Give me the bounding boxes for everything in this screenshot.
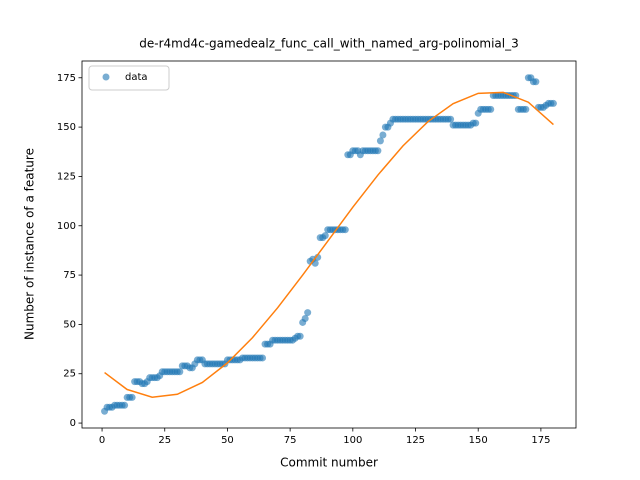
y-tick-label: 50 [63, 319, 76, 330]
data-point [128, 393, 136, 401]
data-point [121, 401, 129, 409]
data-point [379, 131, 387, 139]
data-point [296, 332, 304, 340]
x-tick-label: 100 [343, 435, 362, 446]
x-tick-label: 150 [469, 435, 488, 446]
x-axis-label: Commit number [280, 456, 378, 470]
data-point [532, 78, 540, 86]
data-point [176, 368, 184, 376]
y-tick-label: 175 [57, 73, 76, 84]
y-axis-label: Number of instance of a feature [23, 148, 37, 340]
x-tick-label: 75 [284, 435, 297, 446]
data-point [301, 314, 309, 322]
y-tick-label: 75 [63, 270, 76, 281]
data-point [341, 226, 349, 234]
data-point [259, 354, 267, 362]
plot-frame [81, 60, 577, 429]
y-tick-label: 125 [57, 171, 76, 182]
data-point [522, 105, 530, 113]
y-tick-label: 150 [57, 122, 76, 133]
data-point [374, 147, 382, 155]
y-tick-label: 100 [57, 221, 76, 232]
data-point [376, 137, 384, 145]
x-tick-label: 175 [531, 435, 550, 446]
legend-label: data [125, 72, 148, 83]
y-tick-label: 25 [63, 369, 76, 380]
x-tick-label: 50 [221, 435, 234, 446]
legend-box [88, 65, 170, 91]
data-point [314, 253, 322, 261]
data-point [549, 99, 557, 107]
data-point [304, 309, 312, 317]
x-tick-label: 25 [158, 435, 171, 446]
data-point [487, 105, 495, 113]
legend-marker [102, 73, 110, 81]
data-point [447, 115, 455, 123]
x-tick-label: 0 [99, 435, 105, 446]
data-point [321, 232, 329, 240]
x-tick-label: 125 [406, 435, 425, 446]
fit-line [104, 91, 554, 398]
y-tick-label: 0 [70, 418, 76, 429]
data-point [472, 119, 480, 127]
chart-title: de-r4md4c-gamedealz_func_call_with_named… [139, 37, 519, 51]
